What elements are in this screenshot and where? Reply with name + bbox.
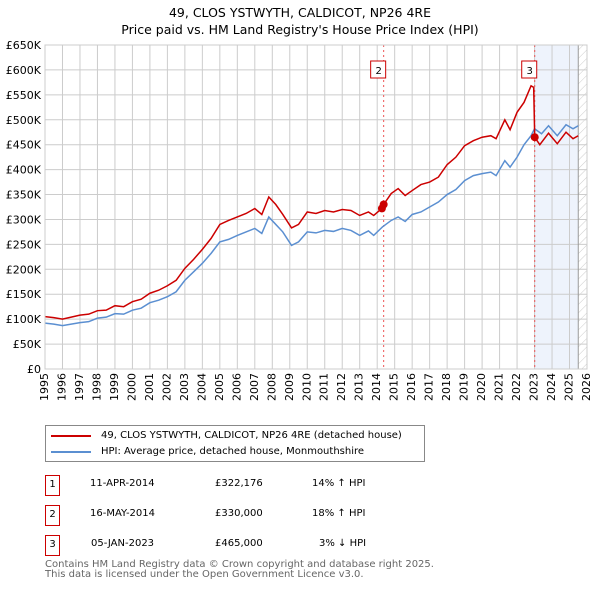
series-line-hpi — [44, 123, 579, 327]
transaction-row: 3 05-JAN-2023 £465,000 3% ↓ HPI — [45, 535, 445, 556]
legend-item-hpi: HPI: Average price, detached house, Monm… — [51, 446, 364, 457]
transaction-number: 3 — [45, 535, 60, 556]
x-tick-label: 1999 — [108, 373, 121, 401]
transaction-price: £322,176 — [215, 478, 263, 489]
future-hatch — [578, 45, 587, 369]
x-tick-label: 2007 — [248, 373, 261, 401]
transaction-row: 1 11-APR-2014 £322,176 14% ↑ HPI — [45, 475, 445, 496]
transaction-date: 11-APR-2014 — [90, 478, 155, 489]
marker-label-3: 3 — [527, 66, 533, 77]
x-tick-label: 2022 — [510, 373, 523, 401]
y-tick-label: £300K — [6, 213, 42, 226]
sale-point-3 — [530, 133, 539, 142]
x-tick-label: 1998 — [90, 373, 103, 401]
transaction-price: £465,000 — [215, 538, 263, 549]
transaction-hpi: 3% ↓ HPI — [319, 538, 367, 549]
x-tick-label: 2014 — [370, 373, 383, 401]
y-tick-label: £600K — [6, 64, 42, 77]
chart-title: 49, CLOS YSTWYTH, CALDICOT, NP26 4RE Pri… — [0, 4, 600, 38]
x-tick-label: 2023 — [528, 373, 541, 401]
marker-label-2: 2 — [375, 66, 381, 77]
x-tick-label: 2002 — [160, 373, 173, 401]
x-tick-label: 2010 — [300, 373, 313, 401]
y-tick-label: £550K — [6, 89, 42, 102]
x-tick-label: 1997 — [73, 373, 86, 401]
y-tick-label: £200K — [6, 263, 42, 276]
x-tick-label: 1996 — [55, 373, 68, 401]
y-tick-label: £650K — [6, 39, 42, 52]
marker-box-2 — [370, 60, 387, 79]
y-tick-label: £350K — [6, 189, 42, 202]
transaction-price: £330,000 — [215, 508, 263, 519]
x-tick-label: 2012 — [335, 373, 348, 401]
transaction-number: 2 — [45, 505, 60, 526]
transaction-number: 1 — [45, 475, 60, 496]
x-tick-label: 2016 — [405, 373, 418, 401]
x-tick-label: 2011 — [318, 373, 331, 401]
legend-swatch-blue — [51, 450, 91, 453]
sale-point-2 — [379, 200, 388, 209]
y-tick-label: £150K — [6, 288, 42, 301]
legend-item-property: 49, CLOS YSTWYTH, CALDICOT, NP26 4RE (de… — [51, 430, 402, 441]
x-tick-label: 2008 — [265, 373, 278, 401]
legend: 49, CLOS YSTWYTH, CALDICOT, NP26 4RE (de… — [45, 425, 425, 462]
series-line-property — [44, 84, 579, 320]
marker-box-3 — [521, 60, 538, 79]
x-tick-label: 2000 — [125, 373, 138, 401]
legend-label: 49, CLOS YSTWYTH, CALDICOT, NP26 4RE (de… — [101, 430, 402, 441]
plot-frame — [44, 44, 588, 370]
x-tick-label: 2021 — [493, 373, 506, 401]
x-tick-label: 2025 — [563, 373, 576, 401]
transaction-date: 05-JAN-2023 — [91, 538, 155, 549]
x-tick-label: 2001 — [143, 373, 156, 401]
x-tick-label: 2013 — [353, 373, 366, 401]
x-tick-label: 1995 — [38, 373, 51, 401]
x-tick-label: 2024 — [545, 373, 558, 401]
footer-copyright: Contains HM Land Registry data © Crown c… — [45, 559, 434, 570]
title-line-1: 49, CLOS YSTWYTH, CALDICOT, NP26 4RE — [168, 5, 432, 20]
title-line-2: Price paid vs. HM Land Registry's House … — [121, 22, 479, 37]
x-tick-label: 2019 — [458, 373, 471, 401]
transaction-row: 2 16-MAY-2014 £330,000 18% ↑ HPI — [45, 505, 445, 526]
y-tick-label: £500K — [6, 114, 42, 127]
price-chart: 1995 1996 1997 1998 1999 2000 2001 2002 2003 2004… — [6, 39, 593, 401]
x-tick-label: 2017 — [423, 373, 436, 401]
x-tick-label: 2020 — [475, 373, 488, 401]
y-tick-label: £0 — [27, 363, 41, 376]
footer: Contains HM Land Registry data © Crown c… — [45, 560, 434, 580]
x-tick-label: 2006 — [230, 373, 243, 401]
x-tick-label: 2009 — [283, 373, 296, 401]
footer-licence: This data is licensed under the Open Gov… — [45, 569, 364, 580]
transaction-hpi: 14% ↑ HPI — [312, 478, 366, 489]
legend-swatch-red — [51, 434, 91, 437]
x-tick-label: 2003 — [178, 373, 191, 401]
transaction-hpi: 18% ↑ HPI — [312, 508, 366, 519]
legend-label: HPI: Average price, detached house, Monm… — [101, 446, 365, 457]
transaction-date: 16-MAY-2014 — [90, 508, 156, 519]
x-tick-label: 2018 — [440, 373, 453, 401]
y-tick-label: £450K — [6, 139, 42, 152]
y-tick-label: £100K — [6, 313, 42, 326]
x-tick-label: 2004 — [195, 373, 208, 401]
y-tick-label: £250K — [6, 238, 42, 251]
y-tick-label: £400K — [6, 164, 42, 177]
x-tick-label: 2015 — [388, 373, 401, 401]
y-tick-label: £50K — [13, 338, 42, 351]
x-tick-label: 2005 — [213, 373, 226, 401]
forecast-shade — [534, 45, 579, 369]
x-tick-label: 2026 — [580, 373, 593, 401]
